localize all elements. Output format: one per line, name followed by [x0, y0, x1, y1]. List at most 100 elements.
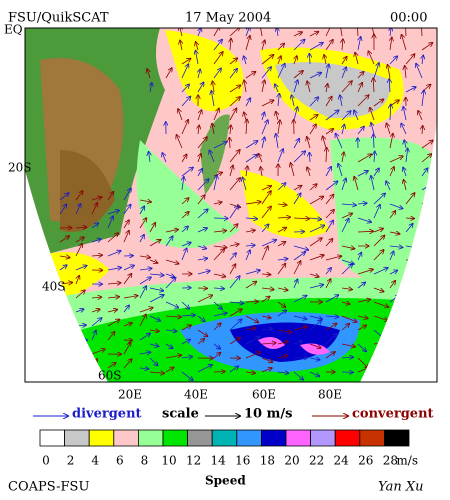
- wind-arrow: [371, 123, 375, 135]
- wind-arrow: [342, 39, 343, 51]
- wind-arrow: [107, 233, 118, 243]
- wind-arrow: [59, 333, 69, 341]
- legend-scale-value: 10 m/s: [244, 407, 292, 422]
- wind-arrow: [309, 73, 321, 79]
- wind-arrow: [277, 217, 290, 218]
- wind-arrow: [390, 28, 391, 37]
- header-source: FSU/QuikSCAT: [8, 11, 109, 26]
- wind-arrow: [213, 175, 217, 191]
- wind-arrow: [181, 198, 189, 205]
- wind-arrow: [244, 80, 246, 93]
- wind-arrow: [277, 183, 286, 191]
- wind-arrow: [357, 83, 362, 93]
- wind-arrow: [197, 246, 206, 249]
- wind-arrow: [291, 163, 295, 177]
- wind-arrow: [229, 150, 240, 163]
- wind-arrow: [261, 368, 272, 373]
- wind-arrow: [75, 237, 84, 243]
- wind-arrow: [245, 230, 255, 232]
- wind-arrow: [149, 274, 164, 275]
- wind-arrow: [403, 167, 406, 177]
- wind-arrow: [229, 224, 238, 233]
- wind-arrow: [262, 40, 265, 51]
- wind-arrow: [59, 236, 69, 243]
- wind-arrow: [420, 28, 423, 37]
- wind-arrow: [335, 134, 343, 149]
- wind-arrow: [261, 288, 274, 290]
- wind-arrow: [277, 264, 285, 275]
- wind-arrow: [213, 371, 225, 372]
- wind-arrow: [139, 352, 150, 354]
- wind-arrow: [107, 251, 121, 257]
- wind-arrow: [340, 95, 342, 107]
- lon-label: 60E: [252, 388, 276, 402]
- colorbar-tick-label: 10: [161, 454, 176, 468]
- wind-arrow: [421, 301, 435, 307]
- wind-arrow: [178, 109, 183, 121]
- colorbar-tick-label: 18: [260, 454, 275, 468]
- wind-arrow: [293, 218, 309, 219]
- wind-arrow: [341, 178, 346, 191]
- wind-arrow: [139, 235, 144, 243]
- wind-arrow: [261, 67, 271, 79]
- wind-arrow: [197, 169, 202, 177]
- wind-arrow: [139, 218, 146, 229]
- wind-arrow: [357, 203, 367, 204]
- wind-arrow: [341, 111, 351, 121]
- wind-arrow: [91, 349, 105, 355]
- wind-arrow: [354, 110, 359, 121]
- wind-arrow: [405, 315, 415, 322]
- header-time: 00:00: [390, 11, 427, 26]
- wind-arrow: [307, 137, 311, 149]
- wind-arrow: [405, 351, 414, 359]
- wind-arrow: [91, 330, 96, 341]
- wind-arrow: [277, 228, 286, 233]
- wind-arrow: [406, 148, 408, 163]
- wind-arrow: [181, 120, 188, 135]
- wind-arrow: [421, 43, 432, 51]
- wind-arrow: [421, 315, 431, 321]
- wind-arrow: [213, 301, 222, 309]
- wind-arrow: [341, 219, 349, 233]
- wind-arrow: [245, 36, 250, 51]
- wind-arrow: [181, 325, 191, 331]
- wind-arrow: [325, 40, 333, 51]
- wind-arrow: [357, 269, 373, 275]
- wind-arrow: [107, 268, 121, 270]
- wind-arrow: [277, 301, 285, 307]
- wind-arrow: [198, 125, 199, 135]
- wind-arrow: [341, 204, 356, 205]
- wind-arrow: [293, 252, 305, 261]
- wind-arrow: [370, 108, 375, 121]
- colorbar-tick-label: 4: [91, 454, 99, 468]
- wind-arrow: [149, 344, 159, 346]
- wind-arrow: [325, 323, 337, 331]
- wind-arrow: [421, 326, 430, 331]
- wind-arrow: [261, 296, 270, 303]
- wind-arrow: [373, 268, 388, 275]
- wind-arrow: [325, 97, 332, 107]
- wind-arrow: [389, 270, 397, 275]
- wind-arrow: [260, 28, 262, 37]
- wind-arrow: [229, 58, 237, 65]
- lon-label: 20E: [118, 388, 142, 402]
- wind-arrow: [75, 290, 85, 299]
- wind-arrow: [59, 302, 68, 313]
- wind-arrow: [291, 95, 294, 107]
- wind-arrow: [213, 274, 225, 277]
- wind-arrow: [389, 56, 397, 65]
- wind-arrow: [373, 78, 374, 93]
- wind-arrow: [149, 357, 158, 365]
- wind-arrow: [245, 282, 256, 289]
- wind-arrow: [405, 66, 406, 79]
- wind-arrow: [197, 339, 204, 345]
- wind-arrow: [357, 171, 368, 177]
- wind-arrow: [309, 32, 318, 37]
- colorbar-swatch: [236, 429, 262, 447]
- wind-arrow: [213, 231, 226, 232]
- wind-arrow: [139, 314, 146, 327]
- wind-arrow: [245, 337, 260, 345]
- wind-arrow: [373, 235, 385, 247]
- wind-arrow: [149, 152, 150, 163]
- wind-arrow: [293, 151, 305, 163]
